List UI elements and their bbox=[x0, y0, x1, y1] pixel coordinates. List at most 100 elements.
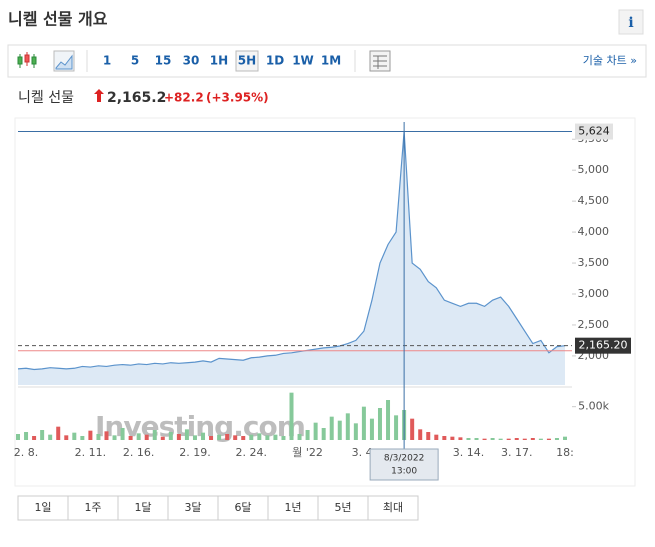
volume-bar bbox=[482, 438, 487, 440]
y-tick-label: 3,000 bbox=[578, 287, 610, 300]
interval-button[interactable]: 5H bbox=[238, 54, 256, 68]
volume-bar bbox=[112, 435, 117, 440]
volume-bar bbox=[466, 438, 471, 440]
volume-bar bbox=[152, 430, 157, 440]
interval-button[interactable]: 1H bbox=[210, 54, 228, 68]
volume-bar bbox=[450, 436, 455, 440]
volume-bar bbox=[563, 436, 567, 440]
x-tick-label: 2. 24. bbox=[236, 446, 268, 459]
toolbar bbox=[7, 44, 647, 78]
x-tick-label: 2. 16. bbox=[123, 446, 155, 459]
interval-button[interactable]: 1D bbox=[266, 54, 284, 68]
interval-button[interactable]: 15 bbox=[155, 54, 172, 68]
volume-bar bbox=[418, 429, 423, 440]
tooltip-time: 13:00 bbox=[391, 467, 417, 477]
range-button[interactable] bbox=[217, 495, 269, 521]
range-label[interactable]: 1주 bbox=[84, 501, 101, 514]
interval-button[interactable]: 5 bbox=[131, 54, 139, 68]
range-button[interactable] bbox=[117, 495, 169, 521]
info-icon[interactable]: i bbox=[628, 15, 633, 31]
volume-bar bbox=[241, 436, 246, 440]
range-label[interactable]: 5년 bbox=[334, 501, 351, 514]
range-button[interactable] bbox=[167, 495, 219, 521]
interval-button[interactable]: 30 bbox=[183, 54, 200, 68]
price: 2,165.2 bbox=[107, 90, 166, 106]
volume-bar bbox=[369, 418, 374, 440]
volume-bar bbox=[120, 428, 125, 440]
volume-bar bbox=[144, 434, 149, 440]
volume-bar bbox=[289, 392, 294, 440]
volume-bar bbox=[257, 433, 262, 440]
volume-bar bbox=[474, 438, 479, 440]
volume-bar bbox=[201, 432, 206, 440]
volume-bar bbox=[281, 436, 286, 440]
volume-bar bbox=[88, 430, 93, 440]
volume-bar bbox=[160, 436, 165, 440]
candle-icon[interactable] bbox=[17, 52, 37, 68]
volume-bar bbox=[337, 420, 342, 440]
volume-bar bbox=[313, 422, 318, 440]
volume-bar bbox=[80, 436, 85, 440]
volume-bar bbox=[249, 434, 254, 440]
volume-bar bbox=[554, 438, 559, 440]
volume-bar bbox=[40, 430, 45, 440]
volume-bar bbox=[168, 432, 173, 440]
volume-bar bbox=[176, 434, 181, 440]
volume-bar bbox=[361, 406, 366, 440]
range-button[interactable] bbox=[267, 495, 319, 521]
volume-bar bbox=[192, 435, 197, 440]
interval-button[interactable]: 1W bbox=[292, 54, 314, 68]
interval-button[interactable]: 1 bbox=[103, 54, 111, 68]
range-label[interactable]: 1달 bbox=[134, 501, 151, 514]
crosshair-label-box bbox=[575, 123, 613, 140]
last-label-box bbox=[575, 337, 631, 354]
volume-bar bbox=[233, 435, 238, 440]
volume-bar bbox=[265, 435, 270, 440]
x-tick-label: 3. 14. bbox=[453, 446, 485, 459]
volume-bar bbox=[225, 434, 230, 440]
interval-button[interactable]: 1M bbox=[321, 54, 341, 68]
technical-chart-link[interactable]: 기술 차트 » bbox=[583, 54, 637, 67]
y-tick-label: 4,500 bbox=[578, 194, 610, 207]
volume-bar bbox=[217, 434, 222, 440]
volume-bar bbox=[64, 435, 69, 440]
y-tick-label: 5,000 bbox=[578, 163, 610, 176]
volume-bar bbox=[353, 423, 358, 440]
layout-icon-lines bbox=[373, 55, 387, 69]
price-area bbox=[18, 131, 565, 385]
tooltip-date: 8/3/2022 bbox=[384, 454, 424, 464]
y-tick-label: 3,500 bbox=[578, 256, 610, 269]
chart-frame bbox=[14, 117, 636, 487]
range-label[interactable]: 최대 bbox=[383, 501, 403, 514]
range-label[interactable]: 1일 bbox=[34, 500, 51, 514]
volume-bar bbox=[305, 430, 310, 440]
x-tick-label: 18: bbox=[556, 446, 574, 459]
change: +82.2 bbox=[164, 91, 204, 105]
range-button[interactable] bbox=[67, 495, 119, 521]
interval-active[interactable] bbox=[235, 50, 259, 72]
range-button[interactable] bbox=[17, 495, 69, 521]
volume-bar bbox=[522, 438, 527, 440]
x-tick-label: 2. 11. bbox=[75, 446, 107, 459]
volume-bar bbox=[56, 426, 61, 440]
change-percent: (+3.95%) bbox=[206, 91, 269, 105]
tooltip-box bbox=[369, 448, 439, 481]
volume-bar bbox=[297, 434, 302, 440]
price-line bbox=[17, 131, 566, 371]
volume-bar bbox=[184, 429, 189, 440]
volume-bar bbox=[48, 434, 53, 440]
volume-bar bbox=[410, 418, 415, 440]
range-label[interactable]: 6달 bbox=[234, 501, 251, 514]
volume-bar bbox=[442, 436, 447, 440]
range-label[interactable]: 3달 bbox=[184, 501, 201, 514]
y-tick-label: 4,000 bbox=[578, 225, 610, 238]
page-title: 니켈 선물 개요 bbox=[8, 10, 108, 29]
volume-bar bbox=[321, 428, 326, 440]
info-button[interactable] bbox=[618, 9, 644, 35]
range-label[interactable]: 1년 bbox=[284, 501, 301, 514]
range-button[interactable] bbox=[317, 495, 369, 521]
x-tick-label: 3. 17. bbox=[501, 446, 533, 459]
range-button[interactable] bbox=[367, 495, 419, 521]
volume-bar bbox=[386, 400, 391, 440]
